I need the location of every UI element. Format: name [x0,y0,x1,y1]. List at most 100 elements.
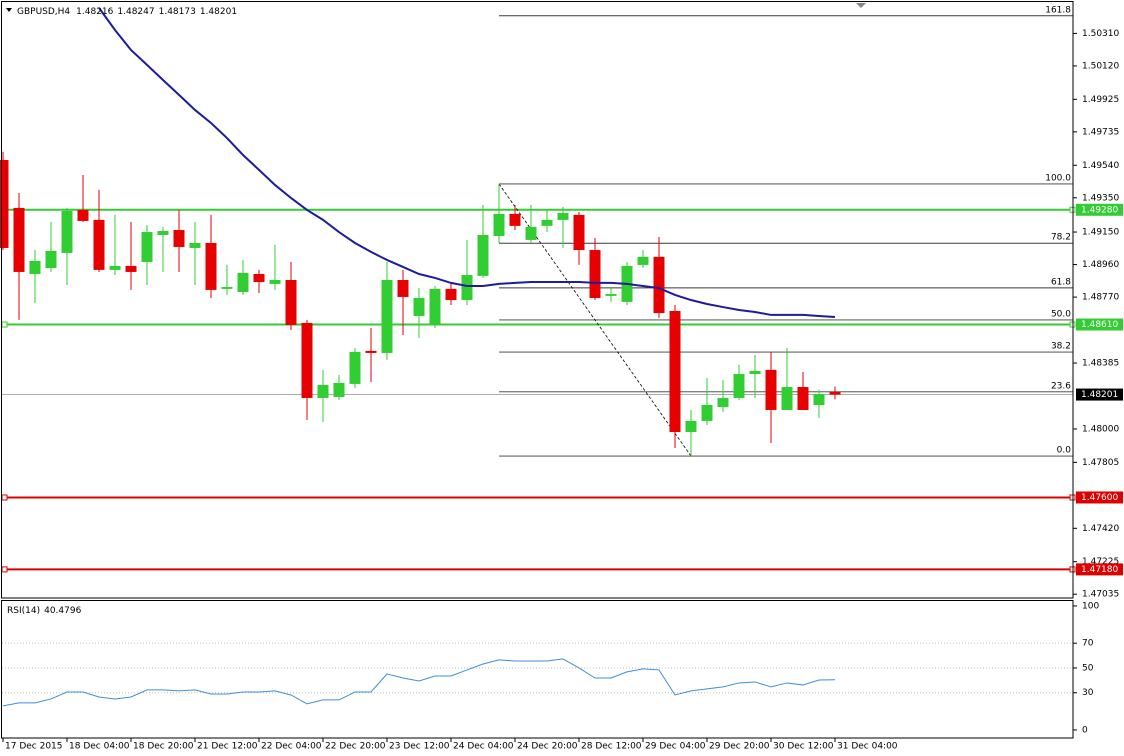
candle-body [349,351,361,384]
rsi-frame [1,600,1074,739]
x-tick-label: 22 Dec 20:00 [325,742,386,752]
candle-body [13,207,25,272]
x-tick-label: 30 Dec 12:00 [773,742,834,752]
fib-label: 78.2 [1051,233,1071,243]
menu-arrow[interactable] [6,8,12,12]
candle-body [61,210,73,253]
rsi-tick-label: 0 [1082,725,1088,735]
fib-label: 100.0 [1045,173,1071,183]
candle-body [317,384,329,398]
y-tick-label: 1.49735 [1082,127,1119,137]
candle-body [637,256,649,265]
symbol: GBPUSD,H4 [17,7,70,17]
y-tick-label: 1.49150 [1082,228,1119,238]
candle-body [285,279,297,326]
line-handle [1,494,8,501]
candle-body [445,288,457,301]
candle-body [525,226,537,240]
y-tick-label: 1.50310 [1082,29,1119,39]
candle-body [253,273,265,283]
price-label: 1.47600 [1081,493,1118,503]
y-tick-label: 1.49540 [1082,161,1119,171]
x-tick-label: 24 Dec 20:00 [517,742,578,752]
candle-body [333,382,345,397]
main-frame [1,1,1074,599]
x-tick-label: 18 Dec 20:00 [133,742,194,752]
price-label-box [1076,563,1123,576]
candle-body [141,232,153,263]
x-tick-label: 29 Dec 20:00 [709,742,770,752]
y-tick-label: 1.49350 [1082,193,1119,203]
candle-body [157,231,169,235]
candle-body [685,420,697,433]
candle-body [93,219,105,270]
candle-body [573,214,585,251]
moving-average [98,7,836,318]
candle-body [381,279,393,353]
fib-label: 50.0 [1051,309,1071,319]
y-tick-label: 1.49925 [1082,95,1119,105]
candle-body [237,272,249,292]
candle-body [765,369,777,410]
current-price-label: 1.48201 [1081,390,1118,400]
high-value: 1.48247 [117,7,154,17]
candle-body [45,250,57,269]
candle-body [301,322,313,398]
line-handle [1,566,8,573]
rsi-title: RSI(14) 40.4796 [7,606,82,616]
candle-body [749,370,761,375]
candle-body [189,243,201,248]
candle-body [717,397,729,408]
candle-body [429,288,441,326]
x-tick-label: 29 Dec 04:00 [645,742,706,752]
current-price-box [1076,388,1123,401]
y-tick-label: 1.48960 [1082,260,1119,270]
x-tick-label: 28 Dec 12:00 [581,742,642,752]
y-tick-label: 1.48770 [1082,293,1119,303]
candle-body [29,260,41,274]
candle-body [269,279,281,284]
shift-marker [856,3,866,8]
x-tick-label: 17 Dec 2015 [5,742,63,752]
y-tick-label: 1.47225 [1082,557,1119,567]
candle-body [589,250,601,298]
candle-body [733,374,745,398]
line-handle [1,321,8,328]
candle-body [605,294,617,296]
y-tick-label: 1.47420 [1082,524,1119,534]
price-label: 1.49280 [1081,205,1118,215]
rsi-name: RSI(14) [7,606,40,616]
open-value: 1.48216 [76,7,113,17]
candle-body [797,387,809,410]
candle-body [365,350,377,353]
rsi-tick-label: 70 [1082,639,1094,649]
candle-body [397,279,409,297]
candle-body [173,229,185,247]
fib-label: 61.8 [1051,277,1071,287]
candle-body [557,213,569,220]
candle-body [221,287,233,289]
candle-body [109,265,121,270]
candle-body [701,405,713,421]
x-tick-label: 23 Dec 12:00 [389,742,450,752]
x-tick-label: 24 Dec 04:00 [453,742,514,752]
low-value: 1.48173 [159,7,196,17]
y-tick-label: 1.50120 [1082,61,1119,71]
y-tick-label: 1.48000 [1082,424,1119,434]
candle-body [509,213,521,226]
fib-label: 38.2 [1051,342,1071,352]
price-label-box [1076,318,1123,331]
candle-body [829,391,841,395]
candle-body [77,209,89,221]
fib-label: 23.6 [1051,381,1071,391]
rsi-value: 40.4796 [44,606,81,616]
price-label-box [1076,203,1123,216]
chart-title: GBPUSD,H4 1.48216 1.48247 1.48173 1.48201 [17,7,237,17]
x-tick-label: 31 Dec 04:00 [837,742,898,752]
rsi-tick-label: 30 [1082,688,1094,698]
y-tick-label: 1.47805 [1082,458,1119,468]
fib-label: 161.8 [1045,5,1071,15]
candle-body [669,310,681,433]
